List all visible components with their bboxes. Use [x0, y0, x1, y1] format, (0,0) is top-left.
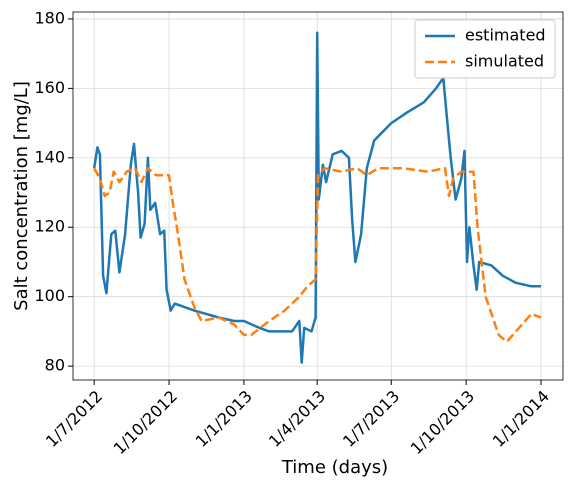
- x-tick-label: 1/4/2013: [265, 387, 329, 451]
- series-line: [93, 166, 542, 344]
- y-tick-label: 160: [34, 78, 65, 97]
- x-axis-label: Time (days): [281, 457, 388, 478]
- y-axis-label: Salt concentration [mg/L]: [11, 81, 32, 311]
- x-tick-label: 1/1/2013: [192, 387, 256, 451]
- y-tick-label: 80: [45, 356, 65, 375]
- x-tick-label: 1/10/2012: [110, 387, 181, 458]
- x-tick-label: 1/7/2012: [42, 387, 106, 451]
- x-tick-label: 1/10/2013: [407, 387, 478, 458]
- legend-box: [414, 19, 556, 79]
- y-tick-label: 100: [34, 286, 65, 305]
- y-tick-label: 180: [34, 8, 65, 27]
- legend-label: estimated: [465, 26, 546, 45]
- plot-frame: [72, 11, 564, 381]
- x-tick-label: 1/7/2013: [339, 387, 403, 451]
- y-tick-label: 120: [34, 217, 65, 236]
- series-line: [92, 31, 541, 364]
- x-tick-label: 1/1/2014: [489, 387, 553, 451]
- y-tick-label: 140: [34, 147, 65, 166]
- legend-label: simulated: [465, 52, 544, 71]
